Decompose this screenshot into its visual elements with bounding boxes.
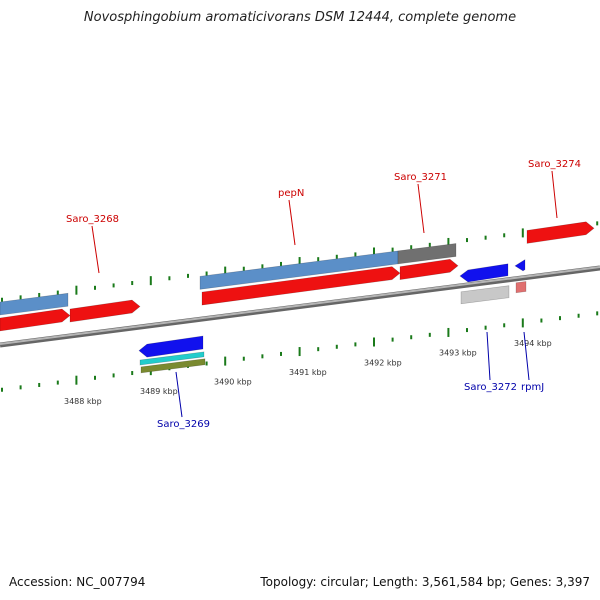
misc-feature-saro-3269[interactable] <box>139 351 205 366</box>
kbp-label: 3488 kbp <box>64 397 102 406</box>
kbp-label: 3491 kbp <box>289 368 327 377</box>
cds-saro-3267[interactable] <box>0 308 71 332</box>
gene-label[interactable]: Saro_3268 <box>66 214 119 225</box>
gene-label[interactable]: Saro_3269 <box>157 419 210 430</box>
cds-saro-3269[interactable] <box>138 335 204 358</box>
cds-saro-3274[interactable] <box>526 221 595 244</box>
kbp-label: 3489 kbp <box>140 387 178 396</box>
kbp-label: 3494 kbp <box>514 339 552 348</box>
gene-label-leader <box>523 331 530 381</box>
gene-label-leader <box>486 331 491 381</box>
accession-text: Accession: NC_007794 <box>9 575 146 589</box>
gene-label-leader <box>551 170 558 219</box>
gene-label[interactable]: Saro_3271 <box>394 172 447 183</box>
kbp-label: 3492 kbp <box>364 358 402 367</box>
gene-label[interactable]: rpmJ <box>521 382 544 393</box>
kbp-label: 3490 kbp <box>214 378 252 387</box>
cds-saro-3272[interactable] <box>459 263 509 283</box>
cds-saro-3268[interactable] <box>69 299 141 323</box>
map-title: Novosphingobium aromaticivorans DSM 1244… <box>83 10 517 25</box>
gene-label-leader <box>175 371 183 418</box>
cds-rpmj[interactable] <box>514 259 526 272</box>
genome-backbone-highlight <box>0 266 600 345</box>
kbp-label: 3493 kbp <box>439 349 477 358</box>
gene-label-leader <box>417 183 425 234</box>
gene-label[interactable]: pepN <box>278 188 304 199</box>
gene-label[interactable]: Saro_3272 <box>464 382 517 393</box>
gene-bar-saro-3272[interactable] <box>460 285 510 305</box>
gene-label[interactable]: Saro_3274 <box>528 159 581 170</box>
gene-label-leader <box>91 225 100 274</box>
cds-pepn[interactable] <box>201 266 401 306</box>
cds-saro-3271[interactable] <box>399 258 459 281</box>
genome-info-text: Topology: circular; Length: 3,561,584 bp… <box>260 575 590 589</box>
gene-bar-saro-3269[interactable] <box>140 358 206 374</box>
gene-bar-rpmj[interactable] <box>515 281 527 294</box>
gene-bar-saro-3271[interactable] <box>397 243 457 265</box>
gene-bar-saro-3267[interactable] <box>0 292 69 316</box>
gene-label-leader <box>288 199 296 246</box>
